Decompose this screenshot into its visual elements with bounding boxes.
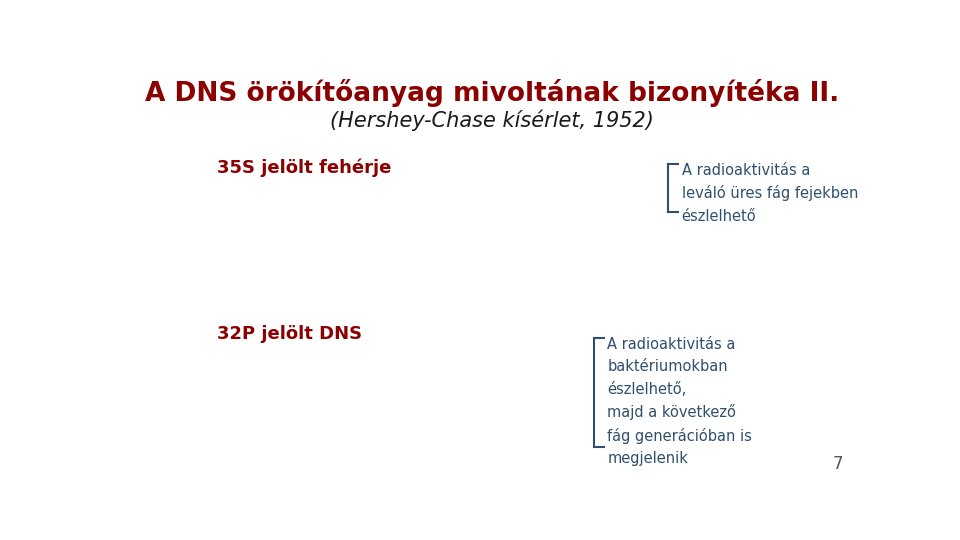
Text: A DNS örökítőanyag mivoltának bizonyítéka II.: A DNS örökítőanyag mivoltának bizonyíték… bbox=[145, 79, 839, 107]
Text: (Hershey-Chase kísérlet, 1952): (Hershey-Chase kísérlet, 1952) bbox=[330, 109, 654, 131]
Text: 7: 7 bbox=[832, 455, 843, 473]
Text: A radioaktivitás a
baktériumokban
észlelhető,
majd a következő
fág generációban : A radioaktivitás a baktériumokban észlel… bbox=[608, 337, 753, 467]
Text: A radioaktivitás a
leváló üres fág fejekben
észlelhető: A radioaktivitás a leváló üres fág fejek… bbox=[682, 163, 858, 224]
Text: 35S jelölt fehérje: 35S jelölt fehérje bbox=[217, 158, 391, 177]
Text: 32P jelölt DNS: 32P jelölt DNS bbox=[217, 325, 362, 343]
